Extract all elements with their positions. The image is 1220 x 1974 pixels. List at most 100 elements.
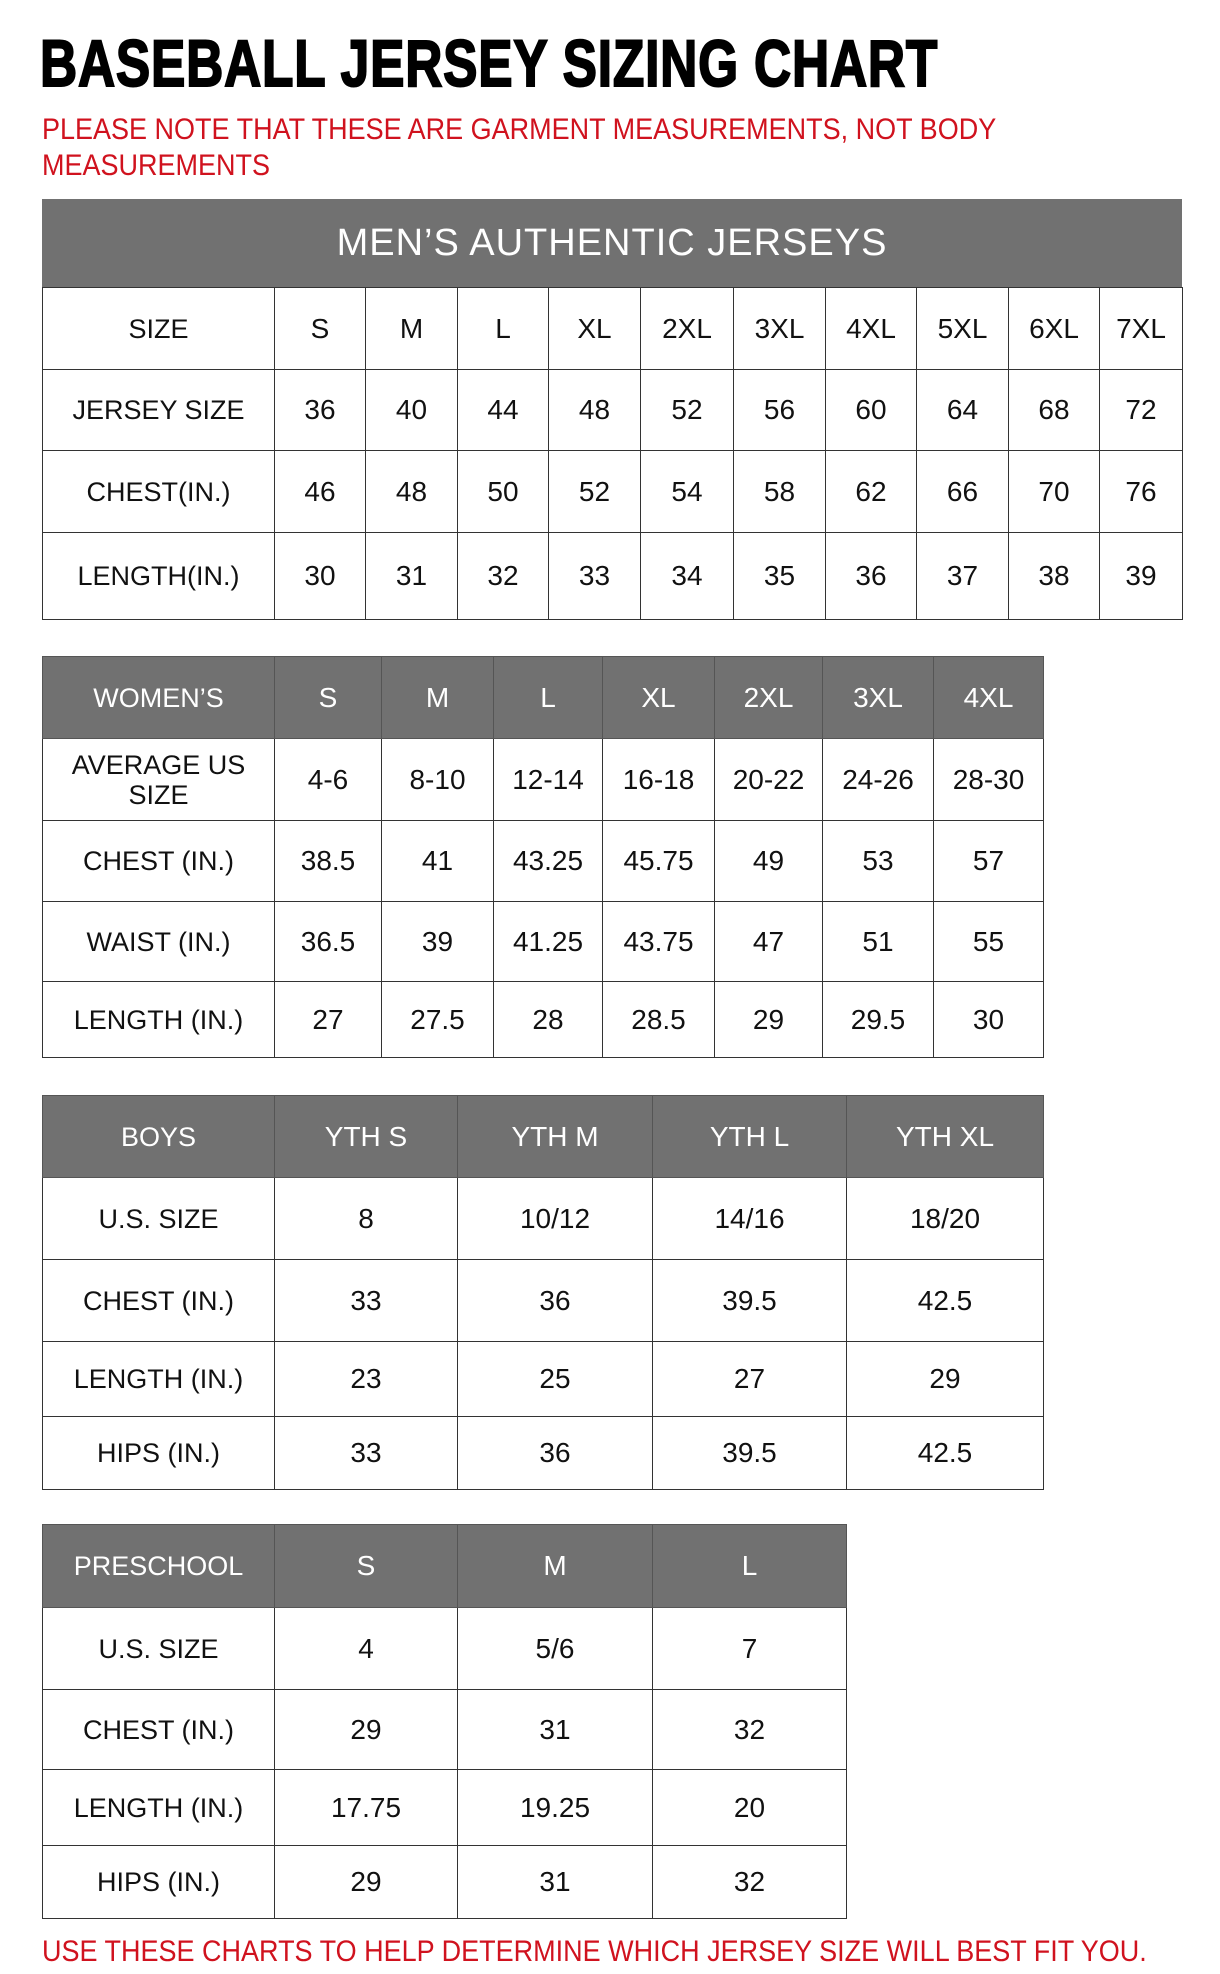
- measurement-cell: 33: [274, 1416, 458, 1490]
- row-label: LENGTH (IN.): [42, 1769, 275, 1846]
- row-label: CHEST (IN.): [42, 1259, 275, 1342]
- row-label: WOMEN’S: [42, 656, 275, 739]
- measurement-cell: 31: [457, 1689, 653, 1770]
- measurement-cell: 23: [274, 1341, 458, 1417]
- measurement-cell: 55: [933, 901, 1044, 982]
- size-header-cell: S: [274, 656, 382, 739]
- boys-size-table: BOYS YTH S YTH M YTH L YTH XL U.S. SIZE 8 10/12…: [42, 1095, 1044, 1490]
- row-label: BOYS: [42, 1095, 275, 1178]
- measurement-cell: 34: [640, 532, 734, 620]
- measurement-cell: 53: [822, 820, 934, 902]
- measurement-cell: 54: [640, 450, 734, 533]
- row-label: U.S. SIZE: [42, 1177, 275, 1260]
- measurement-cell: 41.25: [493, 901, 603, 982]
- size-header-cell: YTH S: [274, 1095, 458, 1178]
- women-size-table: WOMEN’S S M L XL 2XL 3XL 4XL AVERAGE US SIZE 4-6 8…: [42, 656, 1044, 1058]
- table-row: HIPS (IN.) 29 31 32: [42, 1845, 847, 1919]
- measurement-cell: 52: [640, 369, 734, 451]
- measurement-cell: 29.5: [822, 981, 934, 1058]
- measurement-cell: 39: [381, 901, 494, 982]
- measurement-cell: 32: [457, 532, 549, 620]
- measurement-cell: 30: [933, 981, 1044, 1058]
- size-header-cell: 7XL: [1099, 287, 1183, 370]
- measurement-cell: 38.5: [274, 820, 382, 902]
- measurement-cell: 36: [825, 532, 917, 620]
- footer-note: USE THESE CHARTS TO HELP DETERMINE WHICH…: [42, 1935, 1147, 1968]
- men-size-table: SIZE S M L XL 2XL 3XL 4XL 5XL 6XL 7XL JERSEY SIZE 36…: [42, 287, 1183, 620]
- measurement-cell: 44: [457, 369, 549, 451]
- measurement-cell: 43.25: [493, 820, 603, 902]
- measurement-cell: 46: [274, 450, 366, 533]
- page-title: BASEBALL JERSEY SIZING CHART: [39, 26, 939, 100]
- measurement-cell: 12-14: [493, 738, 603, 821]
- size-header-cell: L: [493, 656, 603, 739]
- table-row: U.S. SIZE 8 10/12 14/16 18/20: [42, 1177, 1044, 1260]
- table-header-row: WOMEN’S S M L XL 2XL 3XL 4XL: [42, 656, 1044, 739]
- table-row: LENGTH(IN.) 30 31 32 33 34 35 36 37 38 39: [42, 532, 1183, 620]
- measurement-cell: 72: [1099, 369, 1183, 451]
- measurement-cell: 66: [916, 450, 1009, 533]
- size-header-cell: XL: [548, 287, 641, 370]
- measurement-cell: 45.75: [602, 820, 715, 902]
- measurement-cell: 8-10: [381, 738, 494, 821]
- measurement-cell: 48: [365, 450, 458, 533]
- measurement-cell: 8: [274, 1177, 458, 1260]
- row-label: JERSEY SIZE: [42, 369, 275, 451]
- measurement-cell: 4: [274, 1607, 458, 1690]
- table-row: U.S. SIZE 4 5/6 7: [42, 1607, 847, 1690]
- table-row: WAIST (IN.) 36.5 39 41.25 43.75 47 51 55: [42, 901, 1044, 982]
- table-row: LENGTH (IN.) 27 27.5 28 28.5 29 29.5 30: [42, 981, 1044, 1058]
- measurement-cell: 30: [274, 532, 366, 620]
- men-table-heading: MEN’S AUTHENTIC JERSEYS: [42, 199, 1182, 287]
- table-row: HIPS (IN.) 33 36 39.5 42.5: [42, 1416, 1044, 1490]
- size-header-cell: L: [652, 1524, 847, 1608]
- table-header-row: SIZE S M L XL 2XL 3XL 4XL 5XL 6XL 7XL: [42, 287, 1183, 370]
- table-header-row: BOYS YTH S YTH M YTH L YTH XL: [42, 1095, 1044, 1178]
- measurement-cell: 33: [274, 1259, 458, 1342]
- size-header-cell: 3XL: [822, 656, 934, 739]
- row-label: CHEST (IN.): [42, 1689, 275, 1770]
- measurement-cell: 36: [457, 1416, 653, 1490]
- table-row: CHEST (IN.) 29 31 32: [42, 1689, 847, 1770]
- size-header-cell: 4XL: [933, 656, 1044, 739]
- measurement-cell: 62: [825, 450, 917, 533]
- measurement-cell: 39: [1099, 532, 1183, 620]
- size-header-cell: S: [274, 287, 366, 370]
- preschool-size-table: PRESCHOOL S M L U.S. SIZE 4 5/6 7 CHEST (IN.) 29 3…: [42, 1524, 847, 1919]
- measurement-cell: 31: [457, 1845, 653, 1919]
- measurement-cell: 58: [733, 450, 826, 533]
- row-label: CHEST(IN.): [42, 450, 275, 533]
- measurement-cell: 56: [733, 369, 826, 451]
- measurement-cell: 39.5: [652, 1259, 847, 1342]
- row-label: CHEST (IN.): [42, 820, 275, 902]
- measurement-cell: 18/20: [846, 1177, 1044, 1260]
- measurement-cell: 31: [365, 532, 458, 620]
- measurement-cell: 28-30: [933, 738, 1044, 821]
- row-label: LENGTH (IN.): [42, 1341, 275, 1417]
- table-row: CHEST (IN.) 38.5 41 43.25 45.75 49 53 57: [42, 820, 1044, 902]
- measurement-cell: 43.75: [602, 901, 715, 982]
- size-header-cell: 4XL: [825, 287, 917, 370]
- measurement-cell: 47: [714, 901, 823, 982]
- row-label: LENGTH (IN.): [42, 981, 275, 1058]
- table-row: CHEST(IN.) 46 48 50 52 54 58 62 66 70 76: [42, 450, 1183, 533]
- measurement-cell: 49: [714, 820, 823, 902]
- measurement-cell: 5/6: [457, 1607, 653, 1690]
- measurement-cell: 37: [916, 532, 1009, 620]
- measurement-cell: 60: [825, 369, 917, 451]
- measurement-cell: 29: [714, 981, 823, 1058]
- measurement-cell: 27: [274, 981, 382, 1058]
- table-row: LENGTH (IN.) 17.75 19.25 20: [42, 1769, 847, 1846]
- measurement-cell: 70: [1008, 450, 1100, 533]
- row-label: WAIST (IN.): [42, 901, 275, 982]
- row-label: HIPS (IN.): [42, 1416, 275, 1490]
- measurement-cell: 10/12: [457, 1177, 653, 1260]
- measurement-cell: 7: [652, 1607, 847, 1690]
- size-header-cell: 2XL: [714, 656, 823, 739]
- measurement-cell: 35: [733, 532, 826, 620]
- size-header-cell: 2XL: [640, 287, 734, 370]
- table-row: AVERAGE US SIZE 4-6 8-10 12-14 16-18 20-22 24-…: [42, 738, 1044, 821]
- measurement-cell: 50: [457, 450, 549, 533]
- measurement-cell: 17.75: [274, 1769, 458, 1846]
- size-header-cell: YTH XL: [846, 1095, 1044, 1178]
